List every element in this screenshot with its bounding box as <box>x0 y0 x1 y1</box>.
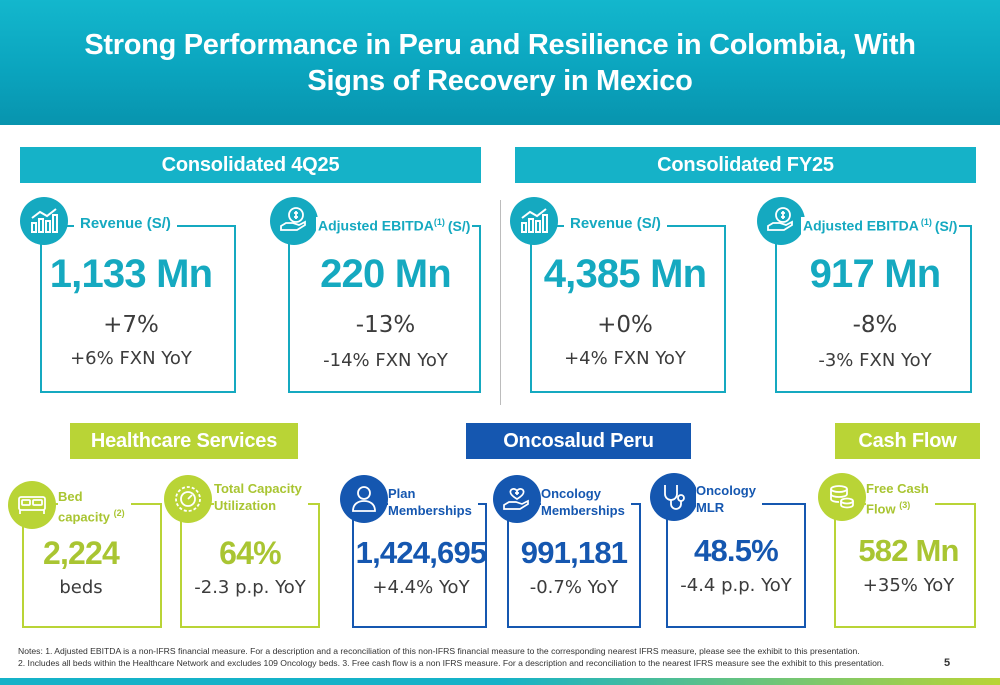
page-number: 5 <box>944 657 951 669</box>
oncology-mlr-value: 48.5% <box>694 533 779 568</box>
q4-revenue-change: +7% <box>103 312 159 338</box>
q4-revenue-card: Revenue (S/) 1,133 Mn +7% +6% FXN YoY <box>20 195 242 405</box>
plan-memberships-label-line1: Plan <box>388 486 416 501</box>
plan-memberships-sub: +4.4% YoY <box>372 577 470 598</box>
free-cash-flow-sub: +35% YoY <box>862 575 955 596</box>
bed-capacity-label-line1: Bed <box>58 489 83 504</box>
utilization-card: Total Capacity Utilization 64% -2.3 p.p. … <box>164 473 324 633</box>
free-cash-flow-label-line2: Flow <box>866 501 896 517</box>
fy-revenue-value: 4,385 Mn <box>543 252 707 296</box>
free-cash-flow-label-sup: (3) <box>899 500 911 510</box>
q4-ebitda-label-tail: (S/) <box>447 217 471 234</box>
person-icon <box>340 475 388 523</box>
section-cash-flow: Cash Flow <box>835 423 980 459</box>
oncology-mlr-label-line1: Oncology <box>696 483 756 498</box>
oncology-memberships-label-line1: Oncology <box>541 486 601 501</box>
fy-ebitda-label-sup: (1) <box>920 217 932 227</box>
bar-chart-icon <box>510 197 558 245</box>
coins-icon <box>818 473 866 521</box>
fy-revenue-label: Revenue (S/) <box>564 215 667 232</box>
oncology-memberships-label-line2: Memberships <box>541 503 625 518</box>
utilization-value: 64% <box>219 535 281 571</box>
free-cash-flow-label: Free Cash Flow (3) <box>866 480 935 518</box>
bed-capacity-value: 2,224 <box>42 535 120 571</box>
utilization-label-line1: Total Capacity <box>214 481 302 496</box>
oncology-mlr-sub: -4.4 p.p. YoY <box>680 575 792 596</box>
plan-memberships-card: Plan Memberships 1,424,695 +4.4% YoY <box>340 473 490 633</box>
footnotes: Notes: 1. Adjusted EBITDA is a non-IFRS … <box>18 645 948 669</box>
utilization-label: Total Capacity Utilization <box>214 480 308 514</box>
oncology-memberships-sub: -0.7% YoY <box>529 577 619 598</box>
plan-memberships-label-line2: Memberships <box>388 503 472 518</box>
oncology-memberships-label: Oncology Memberships <box>541 485 631 519</box>
bottom-accent-bar <box>0 678 1000 685</box>
oncology-mlr-label-line2: MLR <box>696 500 725 515</box>
money-hand-icon <box>757 197 805 245</box>
free-cash-flow-card: Free Cash Flow (3) 582 Mn +35% YoY <box>818 473 983 633</box>
bed-capacity-label-sup: (2) <box>113 508 125 518</box>
bar-chart-icon <box>20 197 68 245</box>
fy-revenue-fxn: +4% FXN YoY <box>564 348 686 369</box>
bed-capacity-label-line2: capacity <box>58 509 111 525</box>
section-healthcare-services: Healthcare Services <box>70 423 298 459</box>
fy-ebitda-label-tail: (S/) <box>934 217 958 234</box>
gauge-icon <box>164 475 212 523</box>
section-consolidated-fy25: Consolidated FY25 <box>515 147 976 183</box>
section-divider <box>500 200 501 405</box>
section-consolidated-4q25: Consolidated 4Q25 <box>20 147 481 183</box>
q4-ebitda-card: Adjusted EBITDA(1) (S/) 220 Mn -13% -14% … <box>270 195 485 405</box>
page-title: Strong Performance in Peru and Resilienc… <box>84 28 916 97</box>
fy-ebitda-label: Adjusted EBITDA (1) (S/) <box>801 217 960 234</box>
oncology-mlr-card: Oncology MLR 48.5% -4.4 p.p. YoY <box>650 473 810 633</box>
utilization-sub: -2.3 p.p. YoY <box>194 577 306 598</box>
fy-revenue-change: +0% <box>597 312 653 338</box>
oncology-memberships-card: Oncology Memberships 991,181 -0.7% YoY <box>493 473 643 633</box>
q4-revenue-fxn: +6% FXN YoY <box>70 348 192 369</box>
oncology-mlr-label: Oncology MLR <box>696 482 762 516</box>
q4-ebitda-label-sup: (1) <box>433 217 445 227</box>
free-cash-flow-value: 582 Mn <box>858 533 959 568</box>
q4-ebitda-value: 220 Mn <box>320 252 452 296</box>
fy-ebitda-fxn: -3% FXN YoY <box>818 350 932 371</box>
q4-revenue-label: Revenue (S/) <box>74 215 177 232</box>
plan-memberships-value: 1,424,695 <box>355 535 488 570</box>
footnote-line1: Notes: 1. Adjusted EBITDA is a non-IFRS … <box>18 646 860 656</box>
bed-capacity-sub: beds <box>59 577 103 598</box>
stethoscope-icon <box>650 473 698 521</box>
utilization-label-line2: Utilization <box>214 498 277 513</box>
fy-ebitda-card: Adjusted EBITDA (1) (S/) 917 Mn -8% -3% FX… <box>757 195 977 405</box>
fy-ebitda-change: -8% <box>852 312 898 338</box>
section-oncosalud-peru: Oncosalud Peru <box>466 423 691 459</box>
fy-ebitda-value: 917 Mn <box>809 252 942 296</box>
q4-ebitda-label-main: Adjusted EBITDA <box>318 217 434 234</box>
title-banner: Strong Performance in Peru and Resilienc… <box>0 0 1000 125</box>
footnote-line2: 2. Includes all beds within the Healthca… <box>18 658 885 668</box>
money-hand-icon <box>270 197 318 245</box>
q4-ebitda-fxn: -14% FXN YoY <box>323 350 448 371</box>
free-cash-flow-label-line1: Free Cash <box>866 481 929 496</box>
bed-capacity-card: Bed capacity (2) 2,224 beds <box>8 473 166 633</box>
fy-ebitda-label-main: Adjusted EBITDA <box>803 217 919 234</box>
oncology-memberships-value: 991,181 <box>520 535 628 570</box>
bed-icon <box>8 481 56 529</box>
q4-ebitda-label: Adjusted EBITDA(1) (S/) <box>316 217 473 234</box>
fy-revenue-card: Revenue (S/) 4,385 Mn +0% +4% FXN YoY <box>510 195 740 405</box>
bed-capacity-label: Bed capacity (2) <box>58 488 131 526</box>
heart-hand-icon <box>493 475 541 523</box>
q4-ebitda-change: -13% <box>355 312 416 338</box>
q4-revenue-value: 1,133 Mn <box>49 252 213 296</box>
plan-memberships-label: Plan Memberships <box>388 485 478 519</box>
